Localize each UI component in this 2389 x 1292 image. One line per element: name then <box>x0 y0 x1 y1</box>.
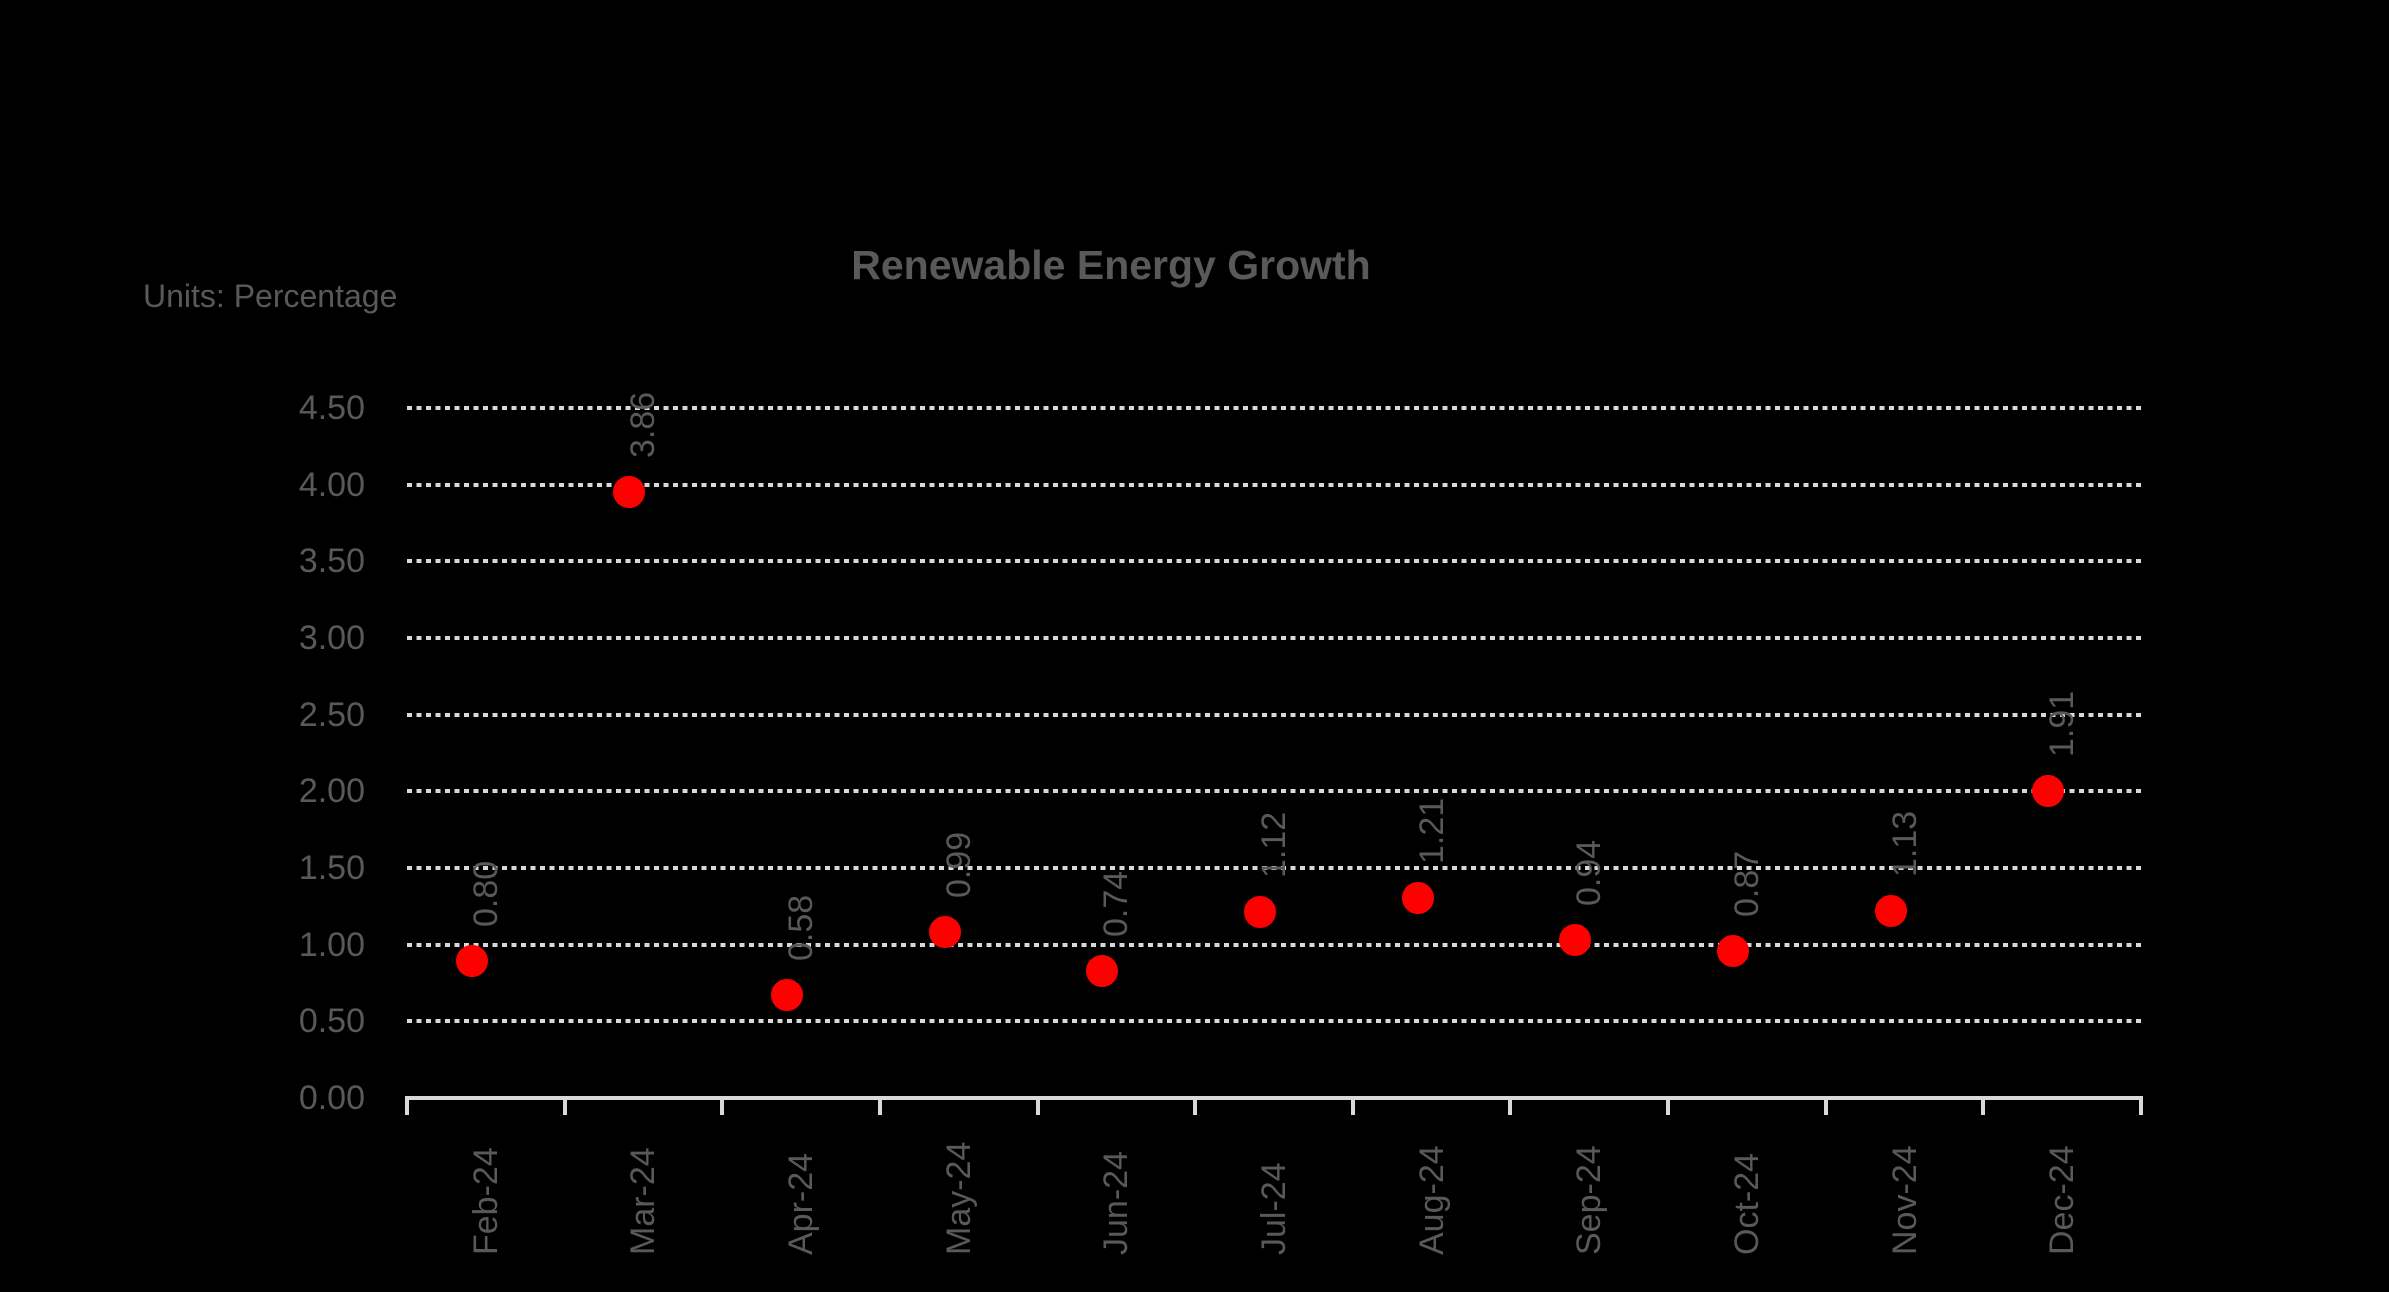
data-point-label: 0.99 <box>939 832 978 899</box>
y-axis-label: 3.00 <box>298 619 365 657</box>
x-axis-tick <box>405 1096 409 1115</box>
x-axis-label: Apr-24 <box>782 1152 821 1255</box>
data-point-marker <box>1559 923 1592 956</box>
x-axis-tick <box>1350 1096 1355 1115</box>
x-axis-label: Mar-24 <box>624 1147 663 1255</box>
data-point-marker <box>613 476 646 509</box>
y-axis-label: 2.00 <box>298 772 365 811</box>
data-point-marker <box>1716 934 1749 967</box>
y-axis-label: 4.00 <box>298 465 365 504</box>
data-point-marker <box>455 945 488 978</box>
x-axis-tick <box>720 1096 725 1115</box>
y-axis-label: 0.00 <box>298 1079 365 1117</box>
gridline <box>407 789 2141 794</box>
y-axis-label: 2.50 <box>298 695 365 734</box>
x-axis-label: Dec-24 <box>2043 1145 2082 1255</box>
x-axis-label: May-24 <box>939 1141 978 1255</box>
x-axis-tick <box>1981 1096 1986 1115</box>
data-point-label: 0.94 <box>1570 839 1609 906</box>
x-axis-tick <box>1823 1096 1828 1115</box>
data-point-marker <box>1401 882 1434 915</box>
x-axis-tick <box>2139 1096 2143 1115</box>
data-point-label: 1.13 <box>1885 810 1924 877</box>
x-axis-label: Jul-24 <box>1255 1162 1293 1255</box>
data-point-marker <box>928 916 961 949</box>
y-axis-label: 3.50 <box>298 542 365 581</box>
units-label: Units: Percentage <box>143 278 398 314</box>
gridline <box>407 866 2141 870</box>
x-axis-label: Sep-24 <box>1570 1145 1609 1255</box>
data-point-marker <box>1086 954 1119 987</box>
data-point-label: 1.12 <box>1255 812 1293 879</box>
x-axis-tick <box>1666 1096 1671 1115</box>
gridline <box>407 712 2141 717</box>
data-point-label: 1.21 <box>1412 798 1451 865</box>
x-axis-line <box>407 1096 2141 1100</box>
data-point-label: 0.87 <box>1727 850 1766 917</box>
x-axis-tick <box>1508 1096 1513 1115</box>
data-point-marker <box>2032 775 2065 808</box>
y-axis-label: 1.50 <box>298 849 365 887</box>
data-point-marker <box>1244 896 1276 929</box>
x-axis-tick <box>877 1096 882 1115</box>
x-axis-label: Feb-24 <box>466 1147 505 1255</box>
data-point-label: 0.58 <box>782 894 821 962</box>
gridline <box>407 482 2141 487</box>
x-axis-tick <box>562 1096 567 1115</box>
data-point-label: 0.80 <box>466 861 505 928</box>
gridline <box>407 636 2141 640</box>
x-axis-tick <box>1035 1096 1040 1115</box>
x-axis-label: Oct-24 <box>1727 1152 1766 1255</box>
gridline <box>407 942 2141 947</box>
chart-title: Renewable Energy Growth <box>851 242 1371 288</box>
x-axis-label: Jun-24 <box>1097 1151 1136 1255</box>
y-axis-label: 4.50 <box>298 389 365 427</box>
x-axis-label: Aug-24 <box>1412 1145 1451 1255</box>
data-point-label: 0.74 <box>1097 870 1136 937</box>
gridline <box>407 406 2141 410</box>
data-point-marker <box>771 979 804 1012</box>
gridline <box>407 1019 2141 1024</box>
y-axis-label: 0.50 <box>298 1002 365 1041</box>
data-point-label: 1.91 <box>2043 690 2082 758</box>
gridline <box>407 559 2141 564</box>
y-axis-label: 1.00 <box>298 925 365 964</box>
x-axis-tick <box>1193 1096 1198 1115</box>
data-point-label: 3.86 <box>624 391 663 459</box>
x-axis-label: Nov-24 <box>1885 1145 1924 1255</box>
data-point-marker <box>1874 894 1907 927</box>
